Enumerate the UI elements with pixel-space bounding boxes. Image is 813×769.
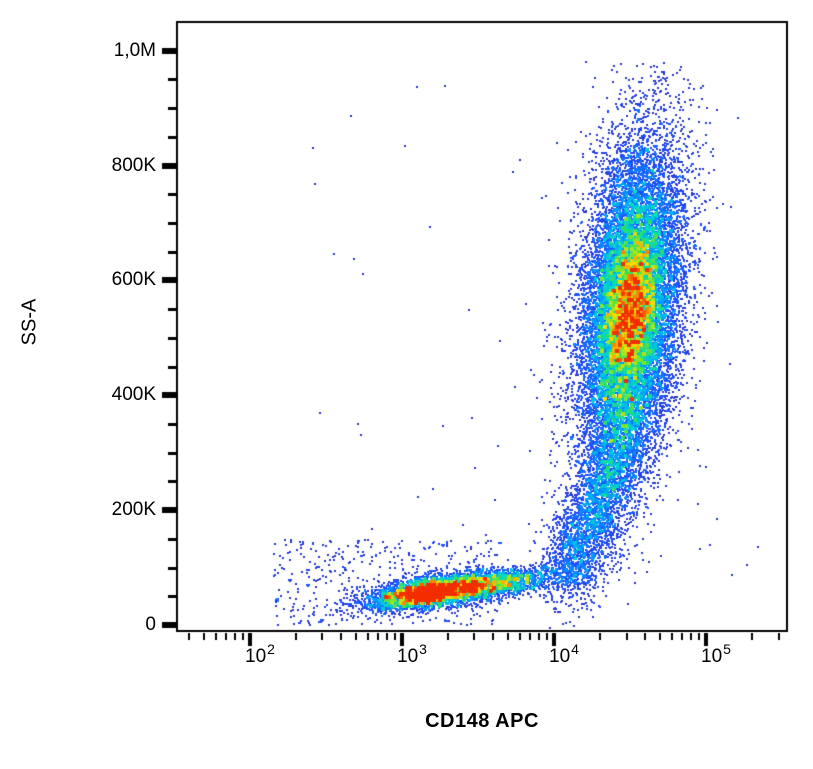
y-tick-label-600k: 600K: [111, 269, 156, 290]
y-tick-label-400k: 400K: [111, 384, 156, 405]
x-tick-label-10e5: 105: [701, 641, 731, 667]
x-axis-title: CD148 APC: [425, 710, 539, 732]
y-tick-label-0: 0: [145, 614, 156, 635]
x-tick-label-10e2: 102: [245, 641, 275, 667]
y-tick-label-10m: 1,0M: [113, 40, 156, 61]
y-axis-title: SS-A: [18, 298, 41, 346]
y-tick-label-200k: 200K: [111, 499, 156, 520]
y-tick-label-800k: 800K: [111, 155, 156, 176]
x-tick-label-10e4: 104: [549, 641, 579, 667]
x-tick-label-10e3: 103: [397, 641, 427, 667]
